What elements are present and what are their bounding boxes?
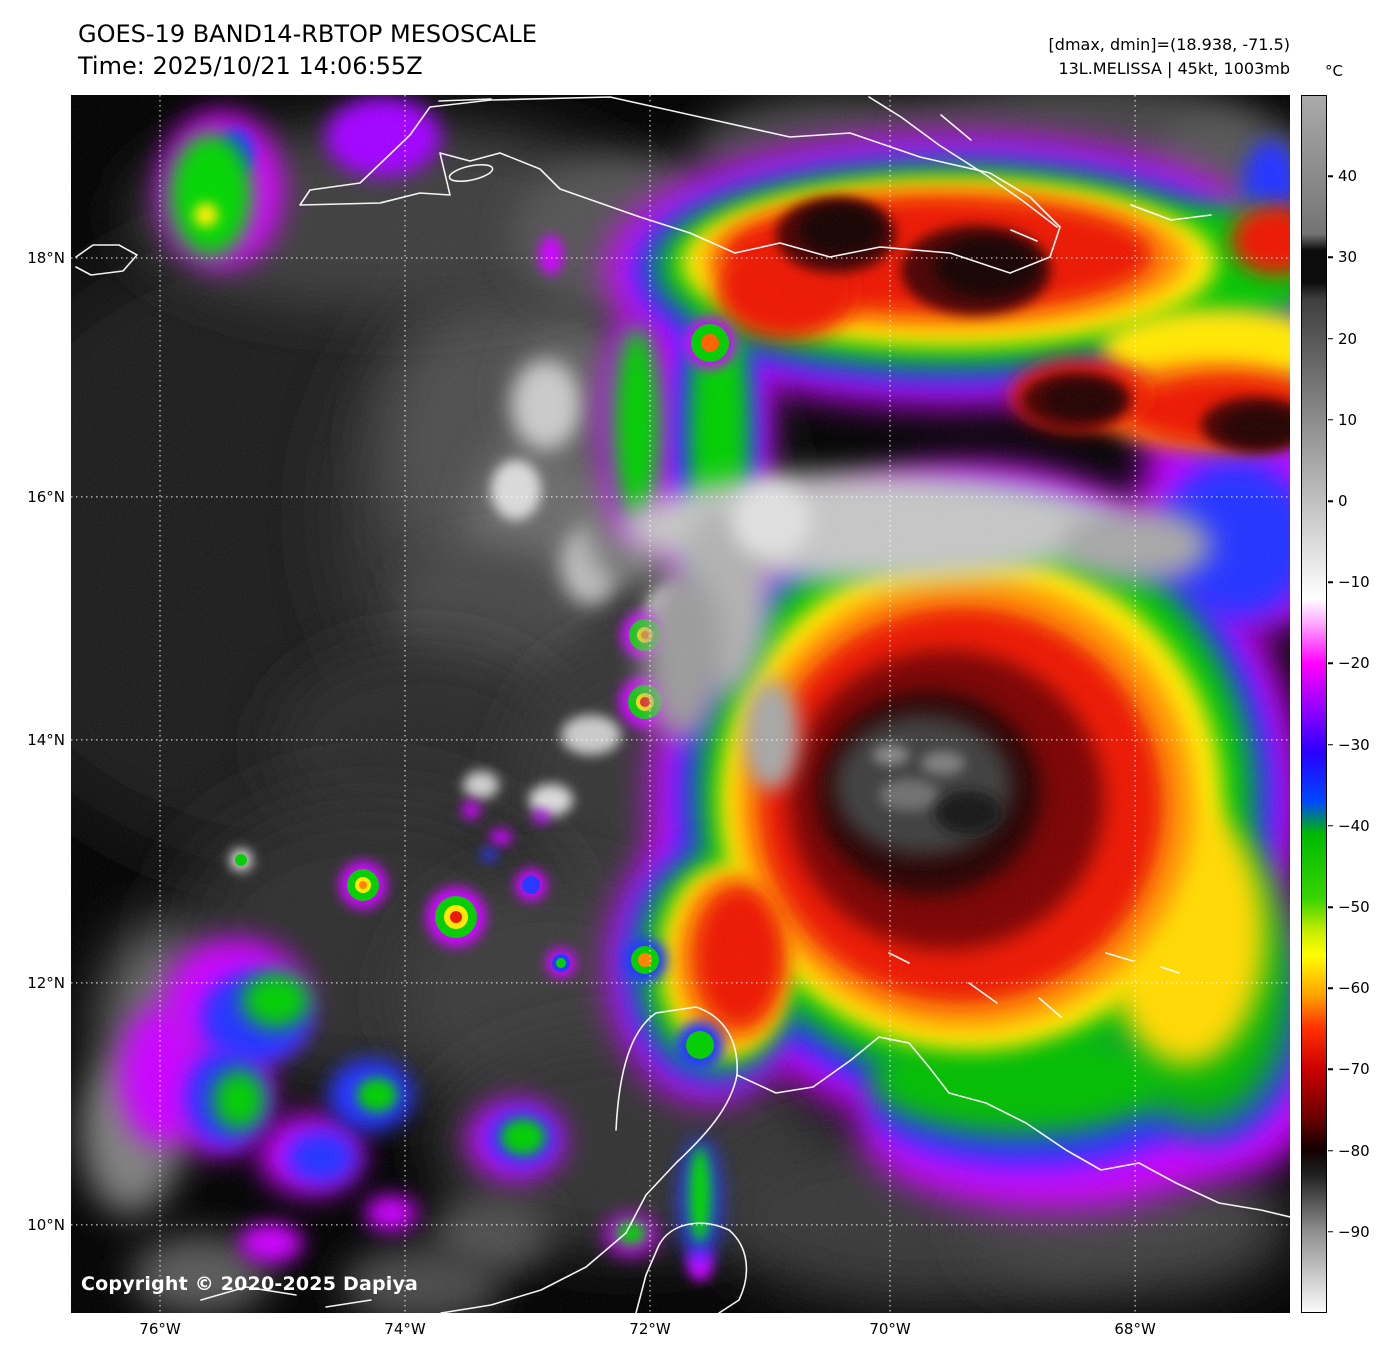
colorbar-tick-label: −40 bbox=[1338, 816, 1370, 835]
colorbar-tick-label: −30 bbox=[1338, 735, 1370, 754]
lon-tick-label: 72°W bbox=[629, 1320, 671, 1338]
colorbar-tick-label: 10 bbox=[1338, 410, 1358, 429]
lon-tick-label: 68°W bbox=[1114, 1320, 1156, 1338]
satellite-map: Copyright © 2020-2025 Dapiya bbox=[71, 95, 1290, 1313]
storm-readout: 13L.MELISSA | 45kt, 1003mb bbox=[1058, 59, 1290, 78]
colorbar-tick-mark bbox=[1328, 256, 1333, 259]
product-title: GOES-19 BAND14-RBTOP MESOSCALE bbox=[78, 20, 537, 48]
colorbar-tick-mark bbox=[1328, 419, 1333, 421]
lon-tick-label: 70°W bbox=[869, 1320, 911, 1338]
colorbar-tick-mark bbox=[1328, 175, 1333, 177]
colorbar-tick-label: −70 bbox=[1338, 1060, 1370, 1079]
info-block: [dmax, dmin]=(18.938, -71.5) 13L.MELISSA… bbox=[1049, 33, 1290, 81]
colorbar-tick-label: −90 bbox=[1338, 1222, 1370, 1241]
satellite-image-canvas bbox=[71, 95, 1290, 1313]
colorbar-tick-label: −20 bbox=[1338, 654, 1370, 673]
colorbar-tick-mark bbox=[1328, 1068, 1333, 1071]
colorbar-tick-mark bbox=[1328, 906, 1333, 908]
colorbar-tick-label: 40 bbox=[1338, 167, 1358, 186]
dmax-dmin-readout: [dmax, dmin]=(18.938, -71.5) bbox=[1048, 35, 1290, 54]
colorbar-tick-label: −50 bbox=[1338, 898, 1370, 916]
colorbar: 40 30 20 10 0 −10 −20 −30 −40 −50 −60 −70 −80 −90 bbox=[1301, 95, 1389, 1313]
colorbar-tick-label: 20 bbox=[1338, 329, 1358, 348]
colorbar-tick-label: −10 bbox=[1338, 573, 1370, 592]
colorbar-tick-mark bbox=[1328, 987, 1333, 989]
lon-tick-label: 76°W bbox=[139, 1320, 181, 1338]
colorbar-unit: °C bbox=[1325, 62, 1343, 80]
lat-tick-label: 16°N bbox=[27, 487, 65, 506]
colorbar-tick-mark bbox=[1328, 337, 1333, 340]
lat-tick-label: 18°N bbox=[27, 248, 65, 267]
colorbar-tick-label: 30 bbox=[1338, 248, 1358, 267]
colorbar-tick-mark bbox=[1328, 1231, 1333, 1233]
colorbar-tick-mark bbox=[1328, 581, 1333, 583]
colorbar-gradient bbox=[1301, 95, 1327, 1313]
colorbar-tick-mark bbox=[1328, 743, 1333, 746]
colorbar-tick-label: −80 bbox=[1338, 1141, 1370, 1160]
header-block: GOES-19 BAND14-RBTOP MESOSCALE Time: 202… bbox=[78, 18, 537, 83]
lat-tick-label: 14°N bbox=[27, 730, 65, 749]
lat-tick-label: 10°N bbox=[27, 1215, 65, 1234]
timestamp: Time: 2025/10/21 14:06:55Z bbox=[78, 52, 423, 81]
colorbar-tick-label: −60 bbox=[1338, 979, 1370, 998]
copyright: Copyright © 2020-2025 Dapiya bbox=[81, 1273, 419, 1295]
lon-tick-label: 74°W bbox=[384, 1320, 426, 1338]
colorbar-tick-mark bbox=[1328, 500, 1333, 502]
latlon-grid bbox=[71, 95, 1290, 1313]
coastlines bbox=[75, 96, 1290, 1313]
colorbar-tick-label: 0 bbox=[1338, 492, 1348, 510]
colorbar-tick-mark bbox=[1328, 825, 1333, 827]
colorbar-tick-mark bbox=[1328, 662, 1333, 665]
lat-tick-label: 12°N bbox=[27, 973, 65, 992]
colorbar-tick-mark bbox=[1328, 1149, 1333, 1152]
